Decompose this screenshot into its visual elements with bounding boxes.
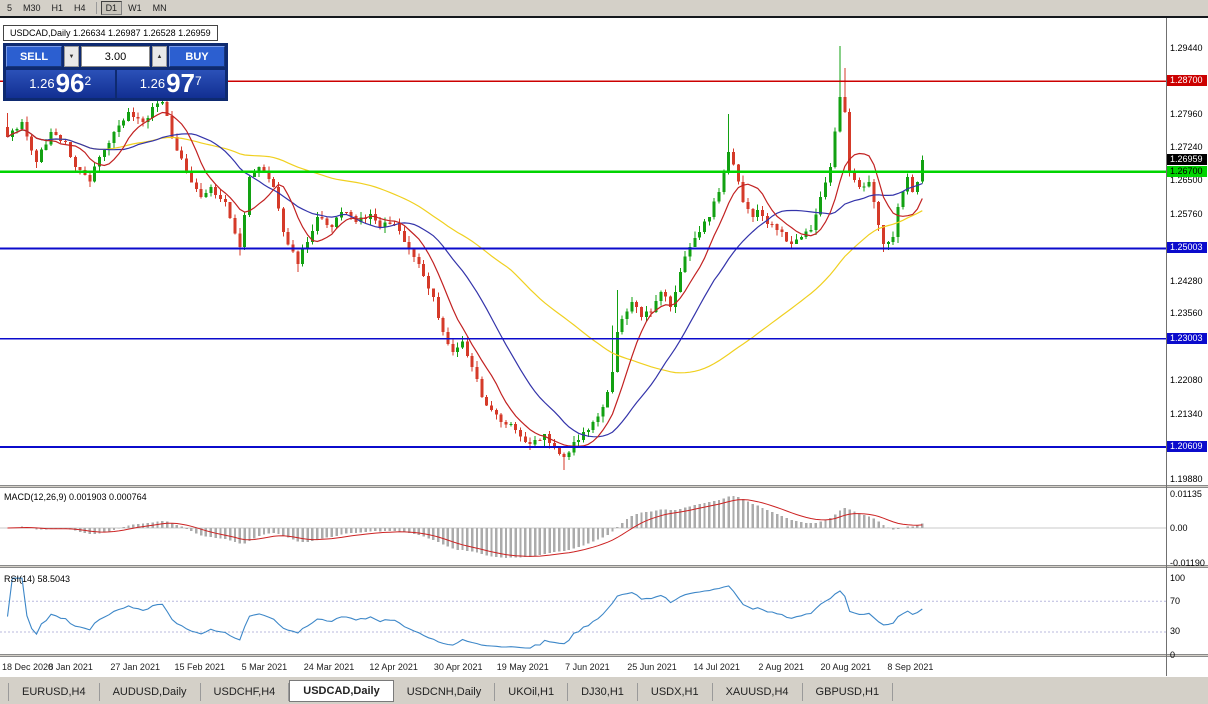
panel-separator[interactable]: [0, 565, 1208, 568]
time-axis[interactable]: 18 Dec 2020 8 Jan 2021 27 Jan 2021 15 Feb 2…: [0, 658, 1166, 676]
timeframe-button-mn[interactable]: MN: [147, 1, 172, 15]
chart-tab-xauusd-h4[interactable]: XAUUSD,H4: [713, 683, 803, 701]
price-tick-label: 1.19880: [1170, 474, 1203, 485]
price-tick-label: 1.21340: [1170, 408, 1203, 419]
sell-button[interactable]: SELL: [6, 46, 62, 67]
one-click-trading-panel: SELL ▼ ▲ BUY 1.26 96 2 1.26 97 7: [3, 43, 228, 102]
macd-tick-label: 0.00: [1170, 522, 1188, 533]
volume-decrease-icon[interactable]: ▼: [64, 46, 79, 67]
price-tick-label: 1.27960: [1170, 109, 1203, 120]
rsi-tick-label: 100: [1170, 572, 1186, 583]
timeframe-button-w1[interactable]: W1: [123, 1, 147, 15]
price-tick-label: 1.23560: [1170, 308, 1203, 319]
sell-price-display[interactable]: 1.26 96 2: [6, 68, 115, 99]
rsi-tick-label: 30: [1170, 626, 1181, 637]
sell-price-point: 2: [84, 74, 92, 88]
chart-tab-eurusd-h4[interactable]: EURUSD,H4: [8, 683, 100, 701]
chart-tab-audusd-daily[interactable]: AUDUSD,Daily: [100, 683, 201, 701]
chart-tab-dj30-h1[interactable]: DJ30,H1: [568, 683, 638, 701]
time-axis-label: 7 Jun 2021: [565, 662, 610, 672]
buy-price-pips: 97: [166, 68, 196, 98]
chart-tab-usdcad-daily[interactable]: USDCAD,Daily: [289, 680, 394, 702]
price-level-badge: 1.28700: [1167, 75, 1207, 87]
macd-tick-label: 0.01135: [1170, 489, 1202, 500]
price-axis[interactable]: 1.29440 1.27960 1.27240 1.26500 1.25760 1.242…: [1166, 18, 1208, 676]
price-tick-label: 1.24280: [1170, 275, 1203, 286]
price-tick-label: 1.27240: [1170, 141, 1203, 152]
timeframe-button-m30[interactable]: M30: [18, 1, 46, 15]
price-level-badge: 1.26700: [1167, 165, 1207, 177]
time-axis-label: 15 Feb 2021: [174, 662, 226, 672]
time-axis-label: 5 Mar 2021: [241, 662, 288, 672]
timeframe-button-5[interactable]: 5: [2, 1, 18, 15]
chart-tab-gbpusd-h1[interactable]: GBPUSD,H1: [803, 683, 894, 701]
time-axis-label: 2 Aug 2021: [758, 662, 804, 672]
rsi-tick-label: 0: [1170, 649, 1176, 660]
chart-title: USDCAD,Daily 1.26634 1.26987 1.26528 1.2…: [3, 25, 218, 41]
panel-separator[interactable]: [0, 654, 1208, 657]
chart-tab-usdchf-h4[interactable]: USDCHF,H4: [201, 683, 290, 701]
chart-window[interactable]: USDCAD,Daily 1.26634 1.26987 1.26528 1.2…: [0, 16, 1208, 676]
time-axis-label: 18 Dec 2020: [2, 662, 54, 672]
axis-border-line: [1166, 18, 1167, 676]
price-tick-label: 1.25760: [1170, 208, 1203, 219]
sell-price-pips: 96: [55, 68, 85, 98]
chart-tab-bar: EURUSD,H4 AUDUSD,Daily USDCHF,H4 USDCAD,Dai…: [0, 676, 1208, 704]
toolbar-separator: [95, 2, 97, 14]
price-level-badge: 1.23003: [1167, 332, 1207, 344]
buy-price-point: 7: [195, 74, 202, 88]
price-tick-label: 1.26500: [1170, 175, 1203, 186]
chart-canvas[interactable]: [0, 18, 1166, 676]
rsi-label: RSI(14) 58.5043: [4, 574, 71, 584]
time-axis-label: 8 Jan 2021: [48, 662, 93, 672]
time-axis-label: 14 Jul 2021: [693, 662, 740, 672]
chart-tab-ukoil-h1[interactable]: UKOil,H1: [495, 683, 569, 701]
timeframe-button-h4[interactable]: H4: [69, 1, 91, 15]
macd-label: MACD(12,26,9) 0.001903 0.000764: [4, 492, 147, 502]
macd-tick-label: -0.01190: [1170, 557, 1205, 568]
time-axis-label: 20 Aug 2021: [820, 662, 872, 672]
volume-increase-icon[interactable]: ▲: [152, 46, 167, 67]
timeframe-button-d1[interactable]: D1: [100, 1, 123, 15]
buy-button[interactable]: BUY: [169, 46, 225, 67]
time-axis-label: 24 Mar 2021: [303, 662, 355, 672]
price-tick-label: 1.22080: [1170, 375, 1203, 386]
volume-input[interactable]: [81, 46, 150, 67]
timeframe-button-h1[interactable]: H1: [46, 1, 69, 15]
price-tick-label: 1.29440: [1170, 42, 1203, 53]
time-axis-label: 27 Jan 2021: [110, 662, 160, 672]
price-level-badge: 1.20609: [1167, 441, 1207, 453]
time-axis-label: 8 Sep 2021: [887, 662, 934, 672]
time-axis-label: 19 May 2021: [496, 662, 549, 672]
panel-separator[interactable]: [0, 485, 1208, 488]
price-level-badge: 1.25003: [1167, 242, 1207, 254]
timeframe-toolbar: 5 M30 H1 H4 D1 W1 MN: [0, 0, 1208, 16]
current-price-badge: 1.26959: [1167, 154, 1207, 166]
rsi-tick-label: 70: [1170, 595, 1181, 606]
chart-tab-usdx-h1[interactable]: USDX,H1: [638, 683, 713, 701]
buy-price-base: 1.26: [139, 76, 166, 92]
chart-tab-usdcnh-daily[interactable]: USDCNH,Daily: [394, 683, 496, 701]
time-axis-label: 30 Apr 2021: [433, 662, 483, 672]
time-axis-label: 25 Jun 2021: [627, 662, 677, 672]
time-axis-label: 12 Apr 2021: [369, 662, 418, 672]
buy-price-display[interactable]: 1.26 97 7: [116, 68, 225, 99]
sell-price-base: 1.26: [29, 76, 55, 92]
